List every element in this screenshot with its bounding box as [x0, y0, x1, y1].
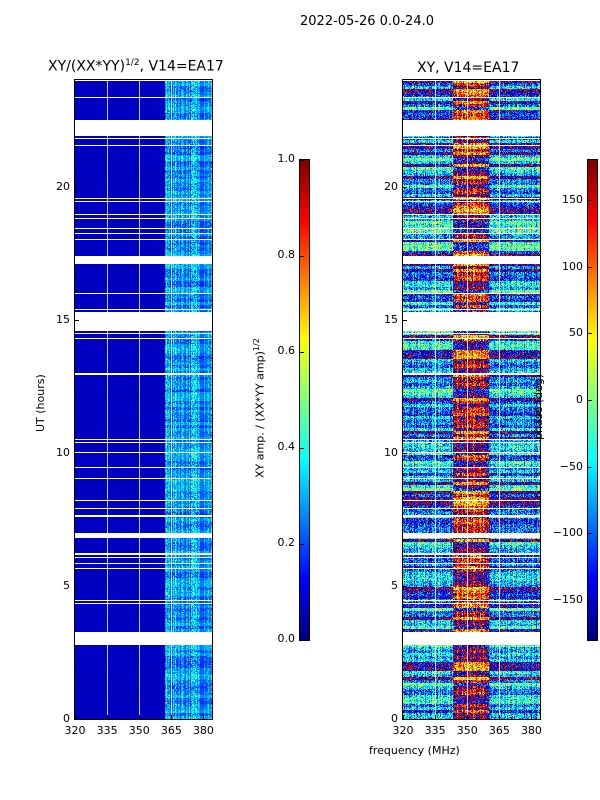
y-tick — [403, 585, 407, 587]
phase-colorbar-tick: 150 — [562, 193, 583, 206]
left-plot-title: XY/(XX*YY)1/2, V14=EA17 — [48, 58, 224, 75]
colorbar-tick — [300, 256, 304, 257]
colorbar-tick — [588, 533, 592, 535]
left-plot-frame — [74, 79, 213, 720]
y-tick — [75, 452, 79, 454]
y-axis-label: UT (hours) — [34, 374, 47, 432]
amplitude-colorbar-tick: 0.2 — [277, 536, 296, 549]
colorbar-tick — [588, 266, 592, 268]
amplitude-colorbar-tick: 0.8 — [277, 248, 296, 261]
x-tick-label: 320 — [392, 724, 414, 737]
colorbar-tick — [588, 600, 592, 601]
phase-colorbar-tick: 50 — [569, 326, 583, 340]
y-tick-label: 10 — [384, 445, 398, 459]
x-tick — [499, 715, 501, 719]
x-tick — [75, 715, 76, 719]
colorbar-tick — [300, 640, 304, 641]
amplitude-colorbar — [300, 160, 309, 640]
colorbar-tick — [300, 544, 304, 545]
y-tick — [403, 452, 407, 454]
amplitude-colorbar-tick: 0.0 — [277, 632, 296, 645]
x-tick-label: 335 — [424, 724, 446, 737]
y-tick — [75, 319, 79, 321]
y-tick — [75, 719, 79, 720]
amplitude-colorbar-label: XY amp. / (XX*YY amp)1/2 — [252, 338, 267, 478]
phase-colorbar-frame — [587, 159, 598, 641]
x-tick-label: 320 — [64, 724, 86, 737]
y-tick — [75, 585, 79, 587]
phase-colorbar-tick: 100 — [562, 259, 583, 273]
x-tick-label: 380 — [192, 724, 214, 737]
phase-heatmap — [403, 80, 540, 719]
y-tick-label: 10 — [56, 445, 70, 459]
colorbar-tick — [588, 200, 592, 201]
colorbar-tick — [588, 400, 592, 401]
phase-colorbar — [588, 160, 597, 640]
x-tick-label: 350 — [128, 724, 150, 737]
amplitude-colorbar-tick: 1.0 — [277, 152, 296, 165]
right-plot-frame — [402, 79, 541, 720]
x-axis-label: frequency (MHz) — [369, 744, 460, 757]
y-tick-label: 0 — [391, 712, 398, 725]
x-tick-label: 380 — [520, 724, 542, 737]
colorbar-tick — [300, 160, 304, 161]
colorbar-tick — [588, 466, 592, 468]
phase-colorbar-tick: −100 — [552, 526, 583, 540]
phase-colorbar-tick: −150 — [552, 593, 583, 606]
x-tick — [467, 715, 469, 719]
amplitude-colorbar-tick: 0.4 — [277, 440, 296, 453]
x-tick — [139, 715, 141, 719]
y-tick-label: 15 — [384, 312, 398, 326]
amplitude-colorbar-frame — [299, 159, 310, 641]
y-tick-label: 20 — [384, 179, 398, 193]
y-tick-label: 5 — [391, 578, 398, 592]
colorbar-tick — [300, 448, 304, 449]
y-tick-label: 15 — [56, 312, 70, 326]
amplitude-colorbar-tick: 0.6 — [277, 344, 296, 357]
y-tick — [403, 719, 407, 720]
y-tick — [403, 186, 407, 188]
x-tick — [435, 715, 437, 719]
phase-colorbar-tick: 0 — [576, 393, 583, 406]
y-tick — [403, 319, 407, 321]
x-tick — [107, 715, 109, 719]
x-tick-label: 365 — [488, 724, 510, 737]
y-tick-label: 20 — [56, 179, 70, 193]
x-tick — [171, 715, 173, 719]
phase-colorbar-label: phase (deg) — [532, 373, 545, 440]
x-tick-label: 365 — [160, 724, 182, 737]
y-tick-label: 0 — [63, 712, 70, 725]
right-plot-title: XY, V14=EA17 — [417, 60, 520, 76]
x-tick — [403, 715, 404, 719]
colorbar-tick — [588, 333, 592, 335]
amplitude-heatmap — [75, 80, 212, 719]
x-tick — [203, 715, 205, 719]
y-tick — [75, 186, 79, 188]
phase-colorbar-tick: −50 — [559, 459, 583, 473]
x-tick-label: 335 — [96, 724, 118, 737]
colorbar-tick — [300, 352, 304, 353]
y-tick-label: 5 — [63, 578, 70, 592]
figure-suptitle: 2022-05-26 0.0-24.0 — [300, 14, 434, 29]
x-tick — [531, 715, 533, 719]
x-tick-label: 350 — [456, 724, 478, 737]
